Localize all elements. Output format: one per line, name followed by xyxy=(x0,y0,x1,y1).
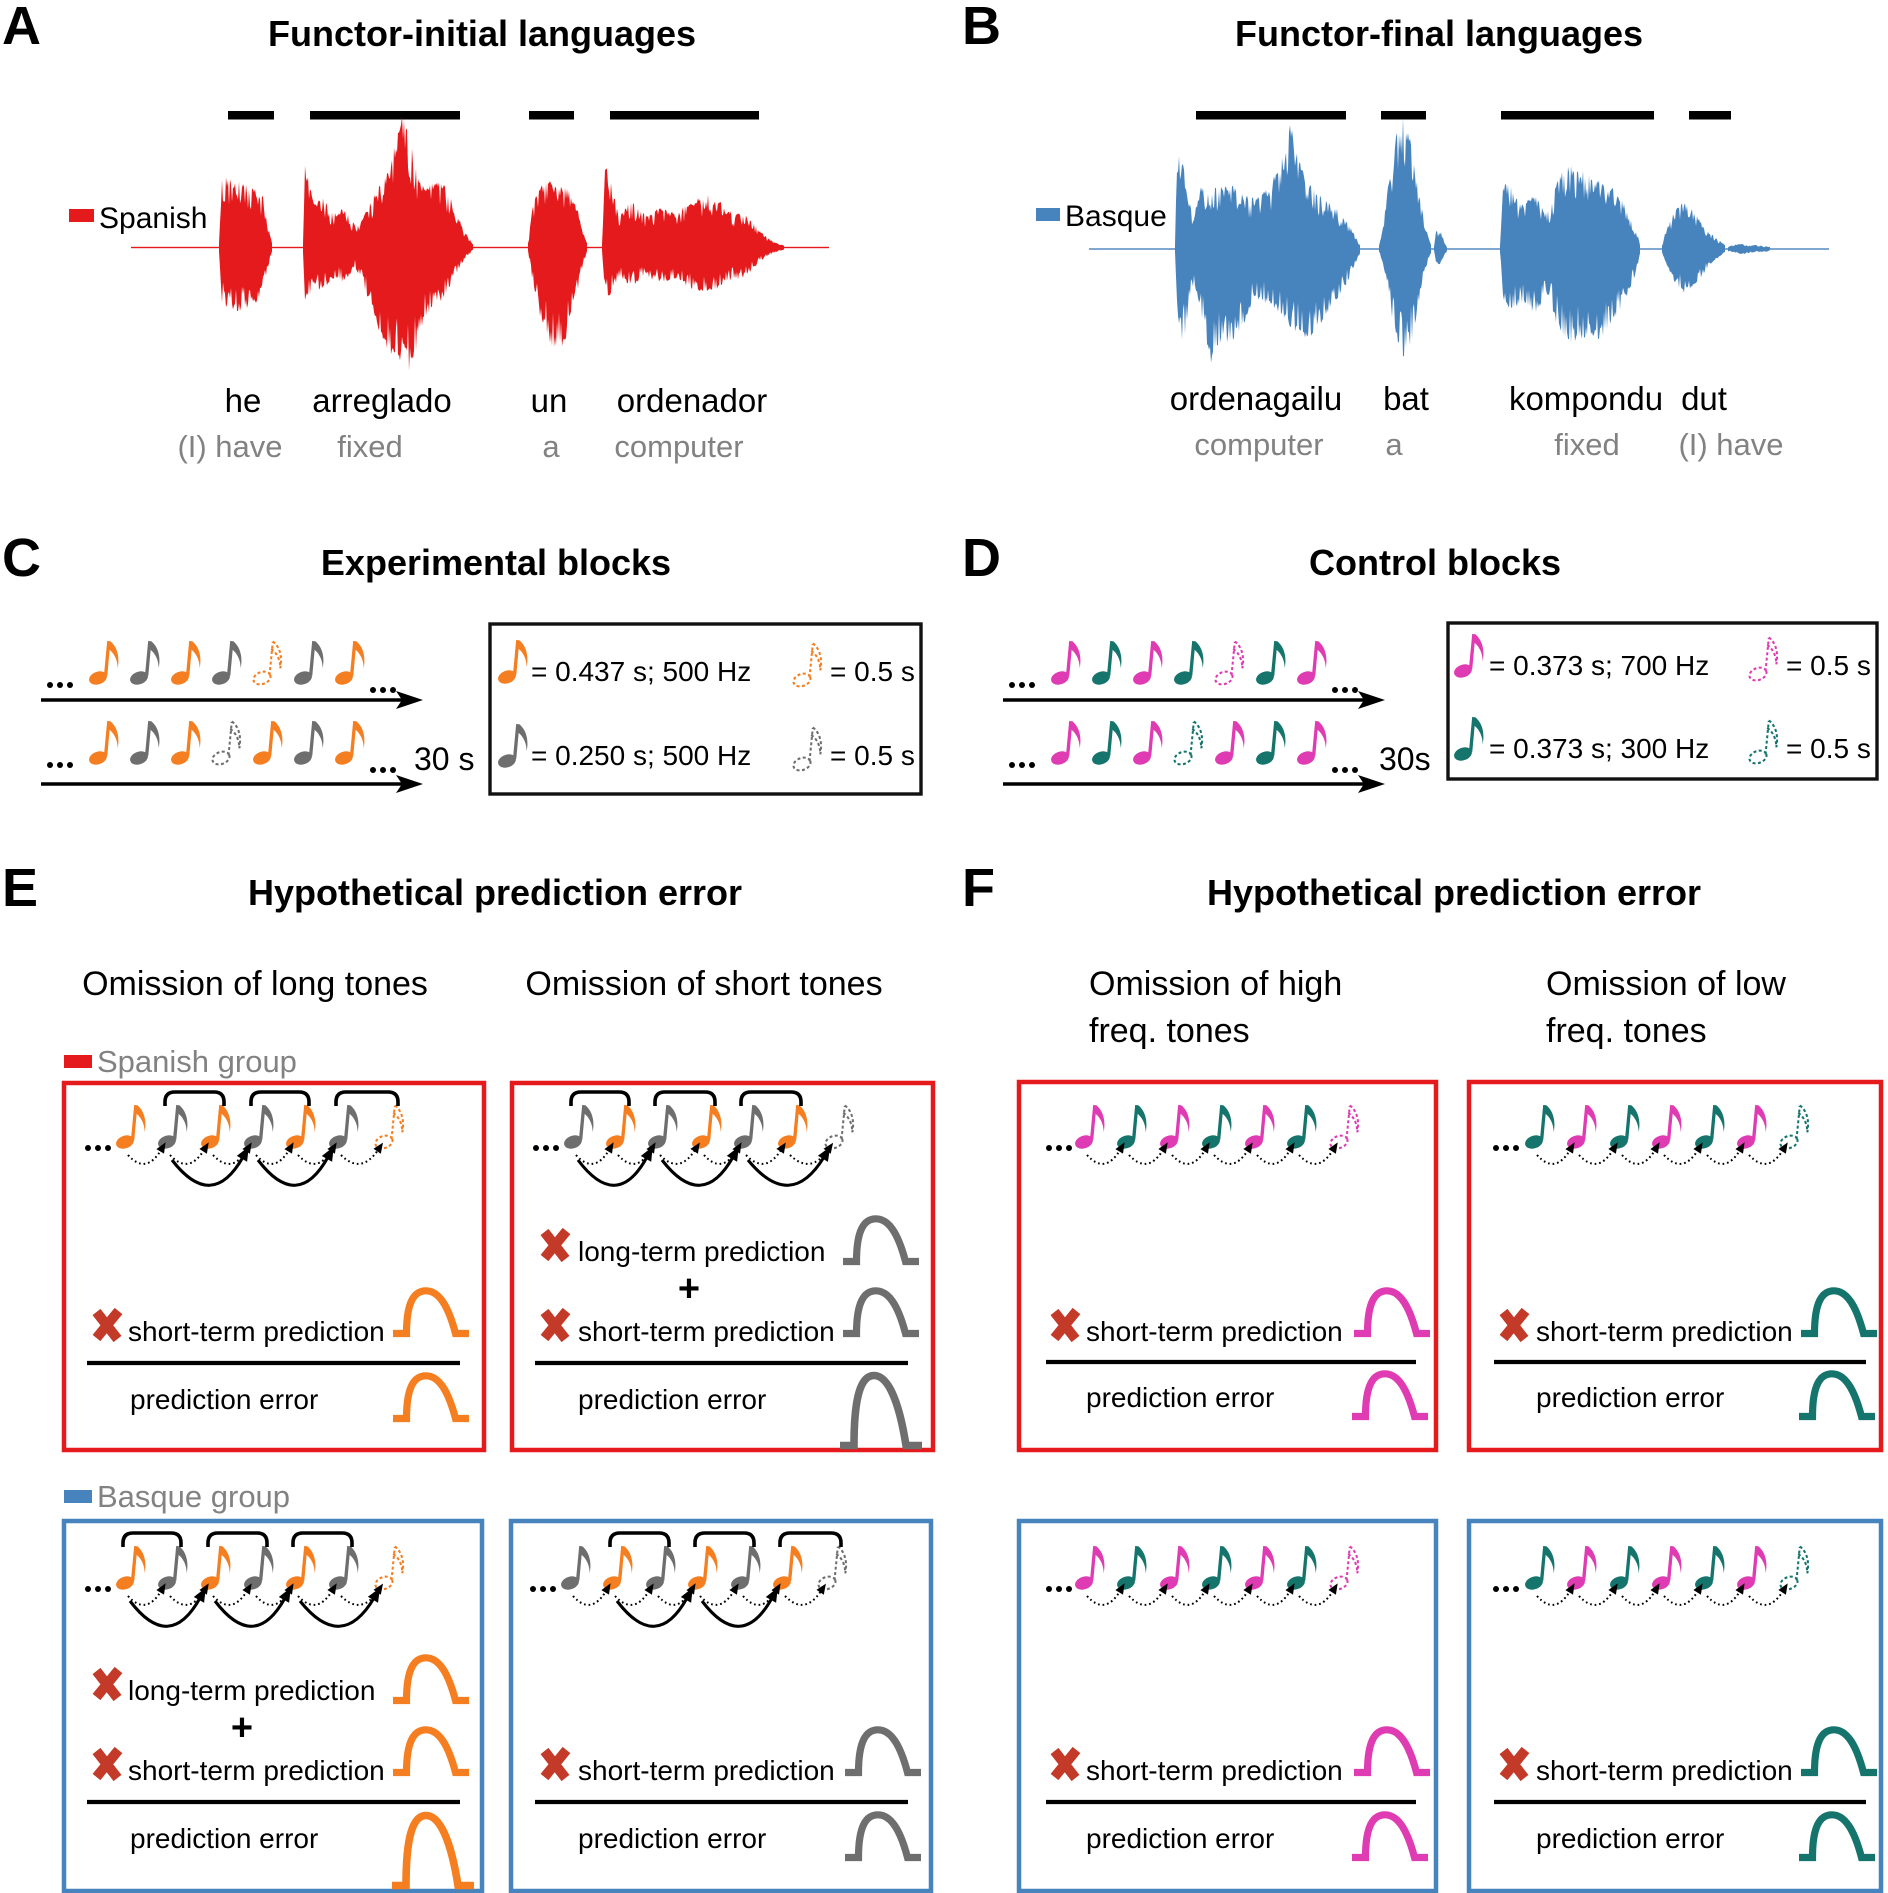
svg-text:D: D xyxy=(962,528,1001,588)
svg-text:Omission of long tones: Omission of long tones xyxy=(82,965,428,1003)
svg-text:Omission of high: Omission of high xyxy=(1089,965,1342,1003)
svg-text:arreglado: arreglado xyxy=(312,382,451,419)
svg-text:= 0.5 s: = 0.5 s xyxy=(830,740,915,771)
svg-text:Spanish group: Spanish group xyxy=(97,1044,297,1079)
svg-text:= 0.373 s; 700 Hz: = 0.373 s; 700 Hz xyxy=(1489,650,1709,681)
svg-text:A: A xyxy=(2,0,41,56)
svg-text:ordenagailu: ordenagailu xyxy=(1170,380,1342,417)
svg-text:= 0.250 s; 500 Hz: = 0.250 s; 500 Hz xyxy=(531,740,751,771)
svg-text:prediction error: prediction error xyxy=(578,1823,766,1854)
svg-text:kompondu: kompondu xyxy=(1509,380,1663,417)
svg-text:computer: computer xyxy=(614,429,743,464)
svg-text:30s: 30s xyxy=(1379,741,1431,777)
svg-text:fixed: fixed xyxy=(1554,427,1619,462)
svg-text:Hypothetical prediction error: Hypothetical prediction error xyxy=(1207,872,1701,913)
svg-text:computer: computer xyxy=(1194,427,1323,462)
svg-text:30 s: 30 s xyxy=(414,741,474,777)
svg-text:+: + xyxy=(678,1268,700,1310)
svg-text:ordenador: ordenador xyxy=(617,382,767,419)
svg-text:fixed: fixed xyxy=(337,429,402,464)
svg-text:F: F xyxy=(962,858,995,918)
svg-text:a: a xyxy=(542,429,560,464)
svg-text:prediction error: prediction error xyxy=(1086,1382,1274,1413)
svg-text:= 0.437 s; 500 Hz: = 0.437 s; 500 Hz xyxy=(531,656,751,687)
svg-text:(I) have: (I) have xyxy=(1678,427,1783,462)
svg-text:Omission of short tones: Omission of short tones xyxy=(525,965,882,1003)
svg-text:= 0.5 s: = 0.5 s xyxy=(1786,733,1871,764)
svg-text:Basque: Basque xyxy=(1065,200,1167,233)
svg-text:freq. tones: freq. tones xyxy=(1089,1012,1250,1050)
svg-text:Control blocks: Control blocks xyxy=(1309,542,1561,583)
svg-text:B: B xyxy=(962,0,1001,56)
svg-text:Hypothetical prediction error: Hypothetical prediction error xyxy=(248,872,742,913)
svg-text:short-term prediction: short-term prediction xyxy=(1086,1755,1343,1786)
svg-text:Basque group: Basque group xyxy=(97,1479,290,1514)
svg-text:long-term prediction: long-term prediction xyxy=(578,1236,825,1267)
svg-text:C: C xyxy=(2,528,41,588)
svg-text:short-term prediction: short-term prediction xyxy=(578,1755,835,1786)
svg-text:un: un xyxy=(531,382,568,419)
svg-text:bat: bat xyxy=(1383,380,1429,417)
svg-text:(I) have: (I) have xyxy=(177,429,282,464)
svg-text:prediction error: prediction error xyxy=(1536,1823,1724,1854)
svg-text:short-term prediction: short-term prediction xyxy=(578,1316,835,1347)
svg-text:= 0.5 s: = 0.5 s xyxy=(1786,650,1871,681)
svg-text:+: + xyxy=(231,1707,253,1749)
svg-text:short-term prediction: short-term prediction xyxy=(1536,1755,1793,1786)
svg-text:= 0.373 s; 300 Hz: = 0.373 s; 300 Hz xyxy=(1489,733,1709,764)
svg-text:freq. tones: freq. tones xyxy=(1546,1012,1707,1050)
svg-text:= 0.5 s: = 0.5 s xyxy=(830,656,915,687)
svg-text:prediction error: prediction error xyxy=(578,1384,766,1415)
svg-text:prediction error: prediction error xyxy=(130,1823,318,1854)
svg-text:short-term prediction: short-term prediction xyxy=(1086,1316,1343,1347)
svg-text:short-term prediction: short-term prediction xyxy=(1536,1316,1793,1347)
svg-text:E: E xyxy=(2,858,38,918)
svg-text:Spanish: Spanish xyxy=(99,202,207,235)
svg-text:prediction error: prediction error xyxy=(1536,1382,1724,1413)
svg-text:Functor-final languages: Functor-final languages xyxy=(1235,13,1643,54)
svg-text:Experimental blocks: Experimental blocks xyxy=(321,542,671,583)
svg-text:dut: dut xyxy=(1681,380,1727,417)
svg-text:prediction error: prediction error xyxy=(130,1384,318,1415)
svg-text:Functor-initial languages: Functor-initial languages xyxy=(268,13,696,54)
svg-text:he: he xyxy=(225,382,262,419)
svg-text:short-term prediction: short-term prediction xyxy=(128,1316,385,1347)
svg-text:a: a xyxy=(1385,427,1403,462)
svg-text:prediction error: prediction error xyxy=(1086,1823,1274,1854)
svg-text:short-term prediction: short-term prediction xyxy=(128,1755,385,1786)
svg-text:long-term prediction: long-term prediction xyxy=(128,1675,375,1706)
svg-text:Omission of low: Omission of low xyxy=(1546,965,1786,1003)
